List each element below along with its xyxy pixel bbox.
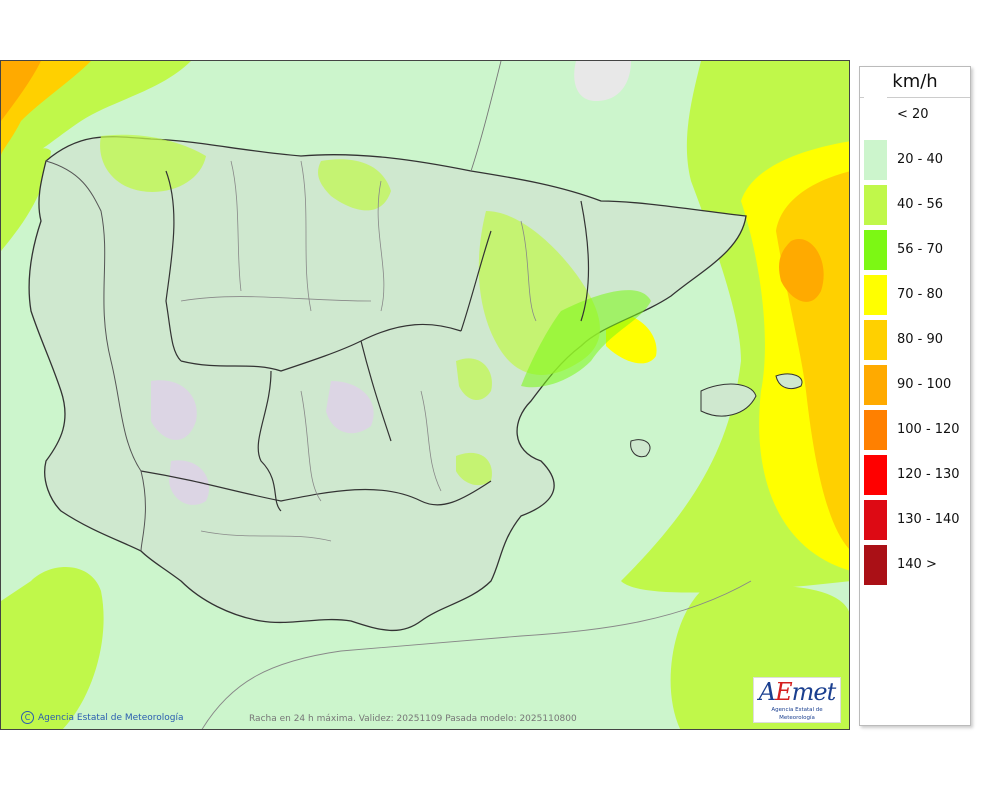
relief-centre <box>326 381 374 434</box>
legend-label: 40 - 56 <box>897 197 944 212</box>
legend-swatch <box>864 185 887 225</box>
cantabrian-zone <box>100 134 206 192</box>
legend-swatch <box>864 545 887 585</box>
aemet-logo-word: AEmet <box>758 678 836 706</box>
med-zone-90-100 <box>779 239 824 302</box>
mallorca <box>700 383 757 417</box>
legend-label: 20 - 40 <box>897 152 944 167</box>
galicia-coast-zone <box>1 148 51 251</box>
relief-southwest <box>169 460 210 505</box>
legend-unit: km/h <box>892 71 938 92</box>
legend-swatch <box>864 500 887 540</box>
aemet-logo-subtitle: Agencia Estatal de Meteorología <box>771 707 823 721</box>
credit-text: C Agencia Estatal de Meteorología <box>21 711 184 724</box>
legend-swatch <box>864 230 887 270</box>
ibiza <box>630 439 651 458</box>
legend-swatch <box>864 95 887 135</box>
catalan-coast-zone <box>521 290 651 388</box>
legend-divider <box>860 97 970 98</box>
legend-label: 90 - 100 <box>897 377 952 392</box>
legend-swatch <box>864 140 887 180</box>
legend-panel: km/h < 20 20 - 40 40 - 56 56 - 70 70 - 80 80 … <box>859 66 971 726</box>
basque-zone <box>318 159 391 211</box>
legend-swatch <box>864 275 887 315</box>
wind-gust-map: C Agencia Estatal de Meteorología Racha e… <box>0 60 850 730</box>
legend-label: 100 - 120 <box>897 422 960 437</box>
copyright-icon: C <box>21 711 34 724</box>
legend-swatch <box>864 365 887 405</box>
africa-coast <box>201 580 752 729</box>
france-border <box>470 61 502 172</box>
map-canvas <box>1 61 849 729</box>
valencia-zone <box>456 452 492 486</box>
credit-label: Agencia Estatal de Meteorología <box>38 713 184 723</box>
legend-swatch <box>864 320 887 360</box>
teruel-zone <box>456 358 492 401</box>
aemet-logo: AEmet Agencia Estatal de Meteorología <box>753 677 841 723</box>
menorca <box>775 373 803 389</box>
legend-swatch <box>864 410 887 450</box>
map-caption: Racha en 24 h máxima. Validez: 20251109 … <box>249 714 577 724</box>
legend-label: 130 - 140 <box>897 512 960 527</box>
legend-label: 56 - 70 <box>897 242 944 257</box>
legend-label: 120 - 130 <box>897 467 960 482</box>
legend-swatch <box>864 455 887 495</box>
relief-west <box>151 380 197 440</box>
south-atlantic-zone <box>1 567 104 729</box>
province-borders <box>180 160 537 542</box>
atlantic-zone-90-100 <box>1 61 41 121</box>
region-borders <box>140 170 590 512</box>
legend-label: 70 - 80 <box>897 287 944 302</box>
portugal-border <box>45 160 146 552</box>
legend-label: 80 - 90 <box>897 332 944 347</box>
france-light-zone <box>574 61 631 101</box>
legend-label: 140 > <box>897 557 937 572</box>
legend-label: < 20 <box>897 107 929 122</box>
